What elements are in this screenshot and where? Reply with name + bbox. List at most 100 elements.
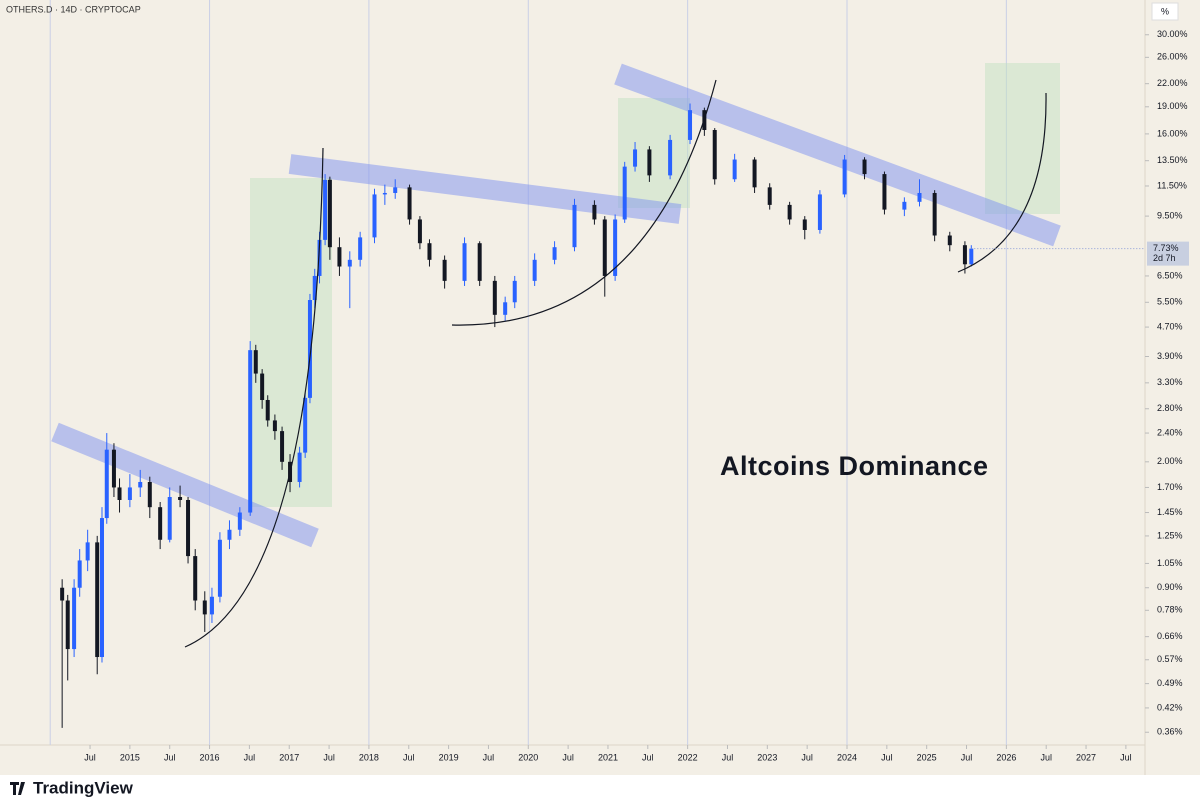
y-tick-label: 6.50%: [1157, 270, 1183, 280]
candle-body: [969, 248, 974, 265]
brand-name: TradingView: [33, 778, 134, 797]
y-tick-label: 2.40%: [1157, 427, 1183, 437]
x-tick-label: Jul: [562, 752, 574, 762]
y-tick-label: 11.50%: [1157, 180, 1187, 190]
chart-background: [0, 0, 1200, 775]
candle-body: [503, 302, 508, 315]
candle-body: [272, 420, 277, 432]
x-tick-label: 2027: [1076, 752, 1096, 762]
candle-body: [417, 219, 422, 244]
candle-body: [111, 449, 116, 488]
x-tick-label: 2019: [439, 752, 459, 762]
brand-logo: TradingView: [10, 778, 134, 797]
curves: [184, 79, 1047, 648]
candle-body: [477, 243, 482, 281]
annotation: Altcoins Dominance: [720, 451, 989, 481]
candle-body: [60, 587, 65, 601]
candle-body: [622, 166, 627, 220]
x-tick-label: Jul: [1040, 752, 1052, 762]
y-tick-label: 22.00%: [1157, 78, 1188, 88]
x-tick-label: 2024: [837, 752, 857, 762]
candle-body: [767, 187, 772, 205]
candle-body: [787, 204, 792, 220]
y-tick-label: 13.50%: [1157, 155, 1188, 165]
y-tick-label: 16.00%: [1157, 128, 1188, 138]
candle-body: [732, 159, 737, 180]
y-tick-label: 0.42%: [1157, 702, 1183, 712]
candle-body: [186, 499, 191, 557]
x-tick-label: 2023: [757, 752, 777, 762]
candle-body: [492, 280, 497, 315]
y-tick-label: 0.78%: [1157, 605, 1183, 615]
last-price-label: 7.73%: [1153, 243, 1179, 253]
x-tick-label: Jul: [84, 752, 96, 762]
x-tick-label: 2025: [917, 752, 937, 762]
candle-body: [202, 600, 207, 615]
x-tick-label: 2022: [678, 752, 698, 762]
x-tick-label: Jul: [244, 752, 256, 762]
y-tick-label: 0.49%: [1157, 678, 1183, 688]
unit-label: %: [1161, 6, 1169, 16]
candle-body: [613, 219, 618, 276]
x-tick-label: 2017: [279, 752, 299, 762]
candle-body: [297, 452, 302, 482]
candle-body: [802, 219, 807, 230]
candle-body: [253, 350, 258, 374]
x-tick-label: Jul: [483, 752, 495, 762]
candle-body: [127, 487, 132, 500]
candle-body: [280, 431, 285, 462]
x-tick-label: Jul: [164, 752, 176, 762]
candle-body: [602, 219, 607, 276]
x-tick-label: Jul: [1120, 752, 1132, 762]
candle-body: [862, 159, 867, 175]
x-tick-label: 2016: [200, 752, 220, 762]
candle-body: [104, 449, 109, 519]
candle-body: [688, 110, 693, 140]
candle-body: [167, 497, 172, 540]
candle-body: [962, 245, 967, 265]
candle-body: [178, 497, 183, 500]
x-tick-label: Jul: [801, 752, 813, 762]
curve: [451, 79, 717, 326]
candle-body: [85, 542, 90, 561]
candle-body: [260, 373, 265, 400]
candle-body: [462, 243, 467, 281]
candle-body: [947, 235, 952, 246]
y-tick-label: 0.36%: [1157, 727, 1183, 737]
y-tick-label: 1.45%: [1157, 507, 1183, 517]
candle-body: [337, 247, 342, 267]
y-tick-label: 19.00%: [1157, 101, 1188, 111]
candle-body: [217, 539, 222, 597]
y-tick-label: 9.50%: [1157, 210, 1183, 220]
x-tick-label: Jul: [403, 752, 415, 762]
candle-body: [303, 397, 308, 453]
candle-body: [323, 179, 328, 240]
candle-body: [312, 275, 317, 301]
highlight-box: [985, 63, 1060, 214]
candle-body: [427, 243, 432, 260]
candle-body: [372, 194, 377, 238]
candle-body: [712, 130, 717, 180]
candle-body: [327, 179, 332, 248]
logo-icon: [10, 782, 25, 795]
y-tick-label: 1.70%: [1157, 482, 1183, 492]
candle-body: [442, 259, 447, 281]
x-tick-label: Jul: [881, 752, 893, 762]
candle-body: [209, 596, 214, 615]
candle-body: [902, 201, 907, 210]
candle-body: [358, 237, 363, 260]
highlight-box: [618, 98, 690, 208]
y-tick-label: 3.30%: [1157, 377, 1183, 387]
drawings: [51, 63, 1061, 548]
candles: [60, 103, 974, 728]
candle-body: [917, 192, 922, 202]
trend-band: [288, 154, 682, 224]
candle-body: [817, 194, 822, 230]
candle-body: [552, 247, 557, 260]
candle-body: [932, 192, 937, 236]
candle-body: [147, 481, 152, 508]
candle-body: [647, 149, 652, 176]
x-tick-label: Jul: [642, 752, 654, 762]
x-tick-label: 2026: [996, 752, 1016, 762]
